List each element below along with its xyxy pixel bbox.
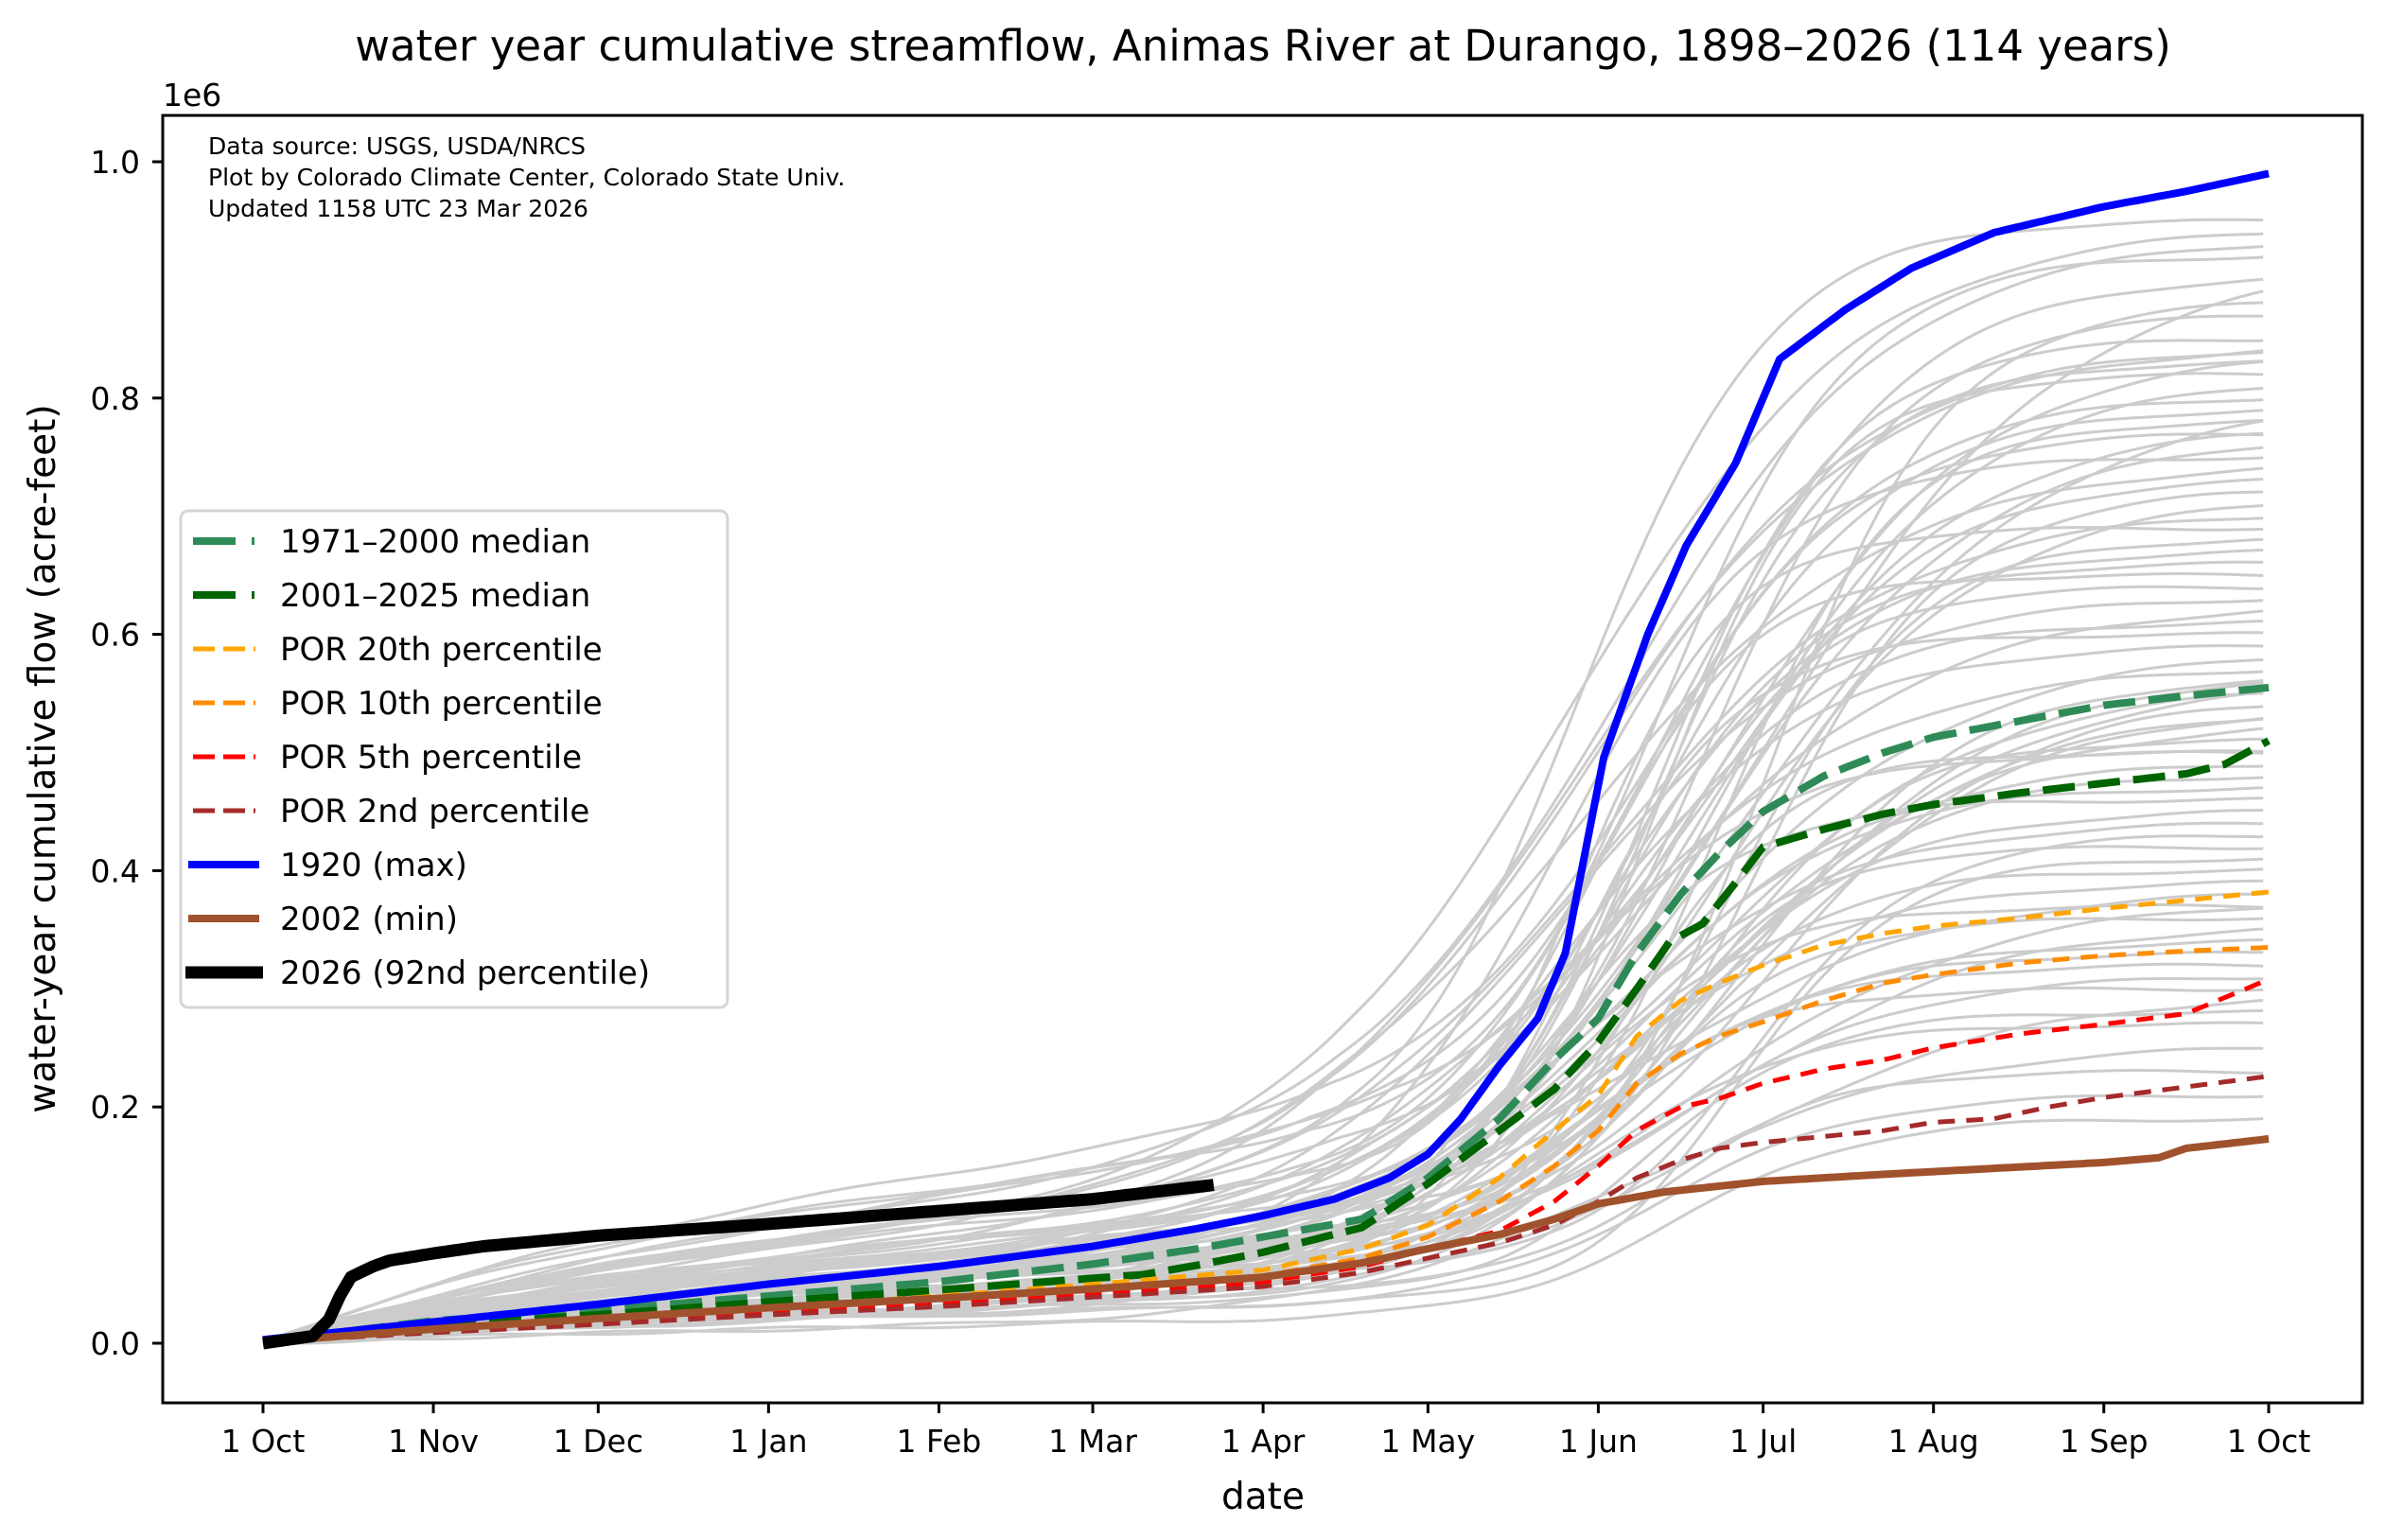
series-line-2026-92nd-percentile <box>262 1179 1215 1350</box>
legend-entry-1971-2000-median: 1971–2000 median <box>193 523 590 561</box>
plot-area <box>262 169 2271 1350</box>
y-tick-label: 0.2 <box>91 1089 140 1126</box>
x-tick-label: 1 Dec <box>553 1423 643 1460</box>
series-group <box>262 169 2271 1350</box>
y-tick-label: 0.6 <box>91 617 140 654</box>
x-axis-label: date <box>1221 1476 1305 1518</box>
legend-label: POR 10th percentile <box>280 685 603 723</box>
y-axis: 0.0 0.2 0.4 0.6 0.8 1.0 <box>91 144 163 1362</box>
legend-entry-2026-92nd-percentile: 2026 (92nd percentile) <box>185 954 650 992</box>
series-line-por-5th-percentile <box>262 976 2270 1345</box>
legend-box <box>179 509 729 1009</box>
legend-label: POR 5th percentile <box>280 739 582 777</box>
legend-entry-por-20th-percentile: POR 20th percentile <box>193 631 603 669</box>
historical-year-line <box>262 466 2264 1345</box>
legend-label: 1920 (max) <box>280 847 467 884</box>
x-tick-label: 1 Sep <box>2060 1423 2149 1460</box>
historical-year-line <box>262 917 2264 1345</box>
historical-year-line <box>262 572 2264 1344</box>
historical-year-line <box>263 1117 2264 1345</box>
x-tick-label: 1 Oct <box>2227 1423 2311 1460</box>
legend-label: 2001–2025 median <box>280 577 590 615</box>
historical-year-line <box>262 1094 2264 1344</box>
historical-year-line <box>262 516 2264 1343</box>
x-tick-label: 1 Jan <box>729 1423 807 1460</box>
x-axis: 1 Oct 1 Nov 1 Dec 1 Jan 1 Feb 1 Mar 1 Apr 1 May… <box>221 1403 2311 1460</box>
y-tick-label: 0.0 <box>91 1325 140 1362</box>
annotation: Data source: USGS, USDA/NRCS Plot by Col… <box>208 132 845 222</box>
legend-label: 2002 (min) <box>280 901 458 938</box>
historical-year-line <box>262 903 2264 1343</box>
legend-label: POR 2nd percentile <box>280 793 589 831</box>
y-tick-label: 0.8 <box>91 380 140 417</box>
legend-label: 2026 (92nd percentile) <box>280 954 650 992</box>
y-offset-label: 1e6 <box>163 77 221 114</box>
x-tick-label: 1 Oct <box>221 1423 306 1460</box>
legend-label: 1971–2000 median <box>280 523 590 561</box>
y-tick-label: 1.0 <box>91 144 140 181</box>
x-tick-label: 1 Aug <box>1888 1423 1979 1460</box>
x-tick-label: 1 Jul <box>1729 1423 1797 1460</box>
legend: 1971–2000 median 2001–2025 median POR 20th… <box>179 509 729 1009</box>
historical-year-line <box>262 255 2264 1345</box>
chart-title: water year cumulative streamflow, Animas… <box>355 21 2171 71</box>
series-line-1920-max <box>262 169 2270 1344</box>
legend-entry-2001-2025-median: 2001–2025 median <box>193 577 590 615</box>
legend-entry-por-10th-percentile: POR 10th percentile <box>193 685 603 723</box>
historical-year-line <box>262 1046 2264 1344</box>
legend-entry-2002-min: 2002 (min) <box>188 901 458 938</box>
historical-year-line <box>262 750 2264 1344</box>
annotation-line-updated: Updated 1158 UTC 23 Mar 2026 <box>208 195 588 222</box>
series-line-por-2nd-percentile <box>262 1074 2270 1345</box>
legend-entry-por-5th-percentile: POR 5th percentile <box>193 739 582 777</box>
annotation-line-source: Data source: USGS, USDA/NRCS <box>208 132 586 160</box>
annotation-line-credit: Plot by Colorado Climate Center, Colorad… <box>208 164 845 191</box>
legend-entry-por-2nd-percentile: POR 2nd percentile <box>193 793 589 831</box>
x-tick-label: 1 May <box>1380 1423 1475 1460</box>
historical-year-line <box>263 998 2264 1345</box>
x-tick-label: 1 Feb <box>896 1423 981 1460</box>
y-tick-label: 0.4 <box>91 852 140 889</box>
y-axis-label: water-year cumulative flow (acre-feet) <box>22 404 64 1112</box>
series-line-1971-2000-median <box>262 683 2270 1344</box>
legend-label: POR 20th percentile <box>280 631 603 669</box>
x-tick-label: 1 Mar <box>1048 1423 1137 1460</box>
x-tick-label: 1 Nov <box>388 1423 479 1460</box>
x-tick-label: 1 Apr <box>1221 1423 1306 1460</box>
x-tick-label: 1 Jun <box>1559 1423 1638 1460</box>
historical-year-line <box>262 585 2264 1343</box>
series-line-2002-min <box>262 1134 2270 1346</box>
historical-year-line <box>262 232 2264 1343</box>
series-line-por-20th-percentile <box>262 889 2270 1345</box>
historical-year-line <box>262 277 2264 1345</box>
legend-entry-1920-max: 1920 (max) <box>188 847 467 884</box>
